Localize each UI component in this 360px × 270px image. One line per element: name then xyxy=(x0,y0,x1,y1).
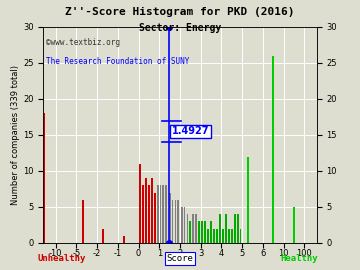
Bar xyxy=(273,56,274,243)
Bar xyxy=(184,207,185,243)
Text: The Research Foundation of SUNY: The Research Foundation of SUNY xyxy=(46,57,189,66)
Text: Healthy: Healthy xyxy=(280,254,318,263)
Bar xyxy=(222,229,224,243)
Bar xyxy=(202,221,203,243)
Bar xyxy=(175,200,176,243)
Bar xyxy=(102,229,104,243)
Bar xyxy=(228,229,230,243)
Text: ©www.textbiz.org: ©www.textbiz.org xyxy=(46,38,120,47)
Text: Z''-Score Histogram for PKD (2016): Z''-Score Histogram for PKD (2016) xyxy=(65,7,295,17)
Bar xyxy=(142,185,144,243)
Bar xyxy=(172,200,174,243)
Bar xyxy=(192,214,194,243)
Bar xyxy=(151,178,153,243)
Bar xyxy=(225,214,227,243)
Text: Unhealthy: Unhealthy xyxy=(37,254,85,263)
Bar xyxy=(181,207,183,243)
Bar xyxy=(195,214,197,243)
Bar xyxy=(210,221,212,243)
Bar xyxy=(198,221,200,243)
Bar xyxy=(162,185,165,243)
Text: Score: Score xyxy=(167,254,193,263)
Text: Sector: Energy: Sector: Energy xyxy=(139,23,221,33)
Bar xyxy=(189,221,191,243)
Bar xyxy=(204,221,206,243)
Bar xyxy=(154,193,156,243)
Bar xyxy=(139,164,141,243)
Bar xyxy=(293,207,295,243)
Bar xyxy=(237,214,239,243)
Bar xyxy=(240,229,242,243)
Bar xyxy=(234,214,236,243)
Bar xyxy=(216,229,218,243)
Bar xyxy=(177,200,179,243)
Bar xyxy=(157,185,158,243)
Bar xyxy=(207,229,209,243)
Bar xyxy=(145,178,147,243)
Y-axis label: Number of companies (339 total): Number of companies (339 total) xyxy=(11,65,20,205)
Bar xyxy=(123,236,125,243)
Bar xyxy=(43,113,45,243)
Bar xyxy=(219,214,221,243)
Bar xyxy=(37,142,39,243)
Bar xyxy=(82,200,84,243)
Bar xyxy=(186,214,188,243)
Text: 1.4927: 1.4927 xyxy=(172,126,209,136)
Bar xyxy=(148,185,150,243)
Bar xyxy=(213,229,215,243)
Bar xyxy=(231,229,233,243)
Bar xyxy=(165,185,167,243)
Bar xyxy=(247,157,249,243)
Bar xyxy=(159,185,161,243)
Bar xyxy=(169,193,171,243)
